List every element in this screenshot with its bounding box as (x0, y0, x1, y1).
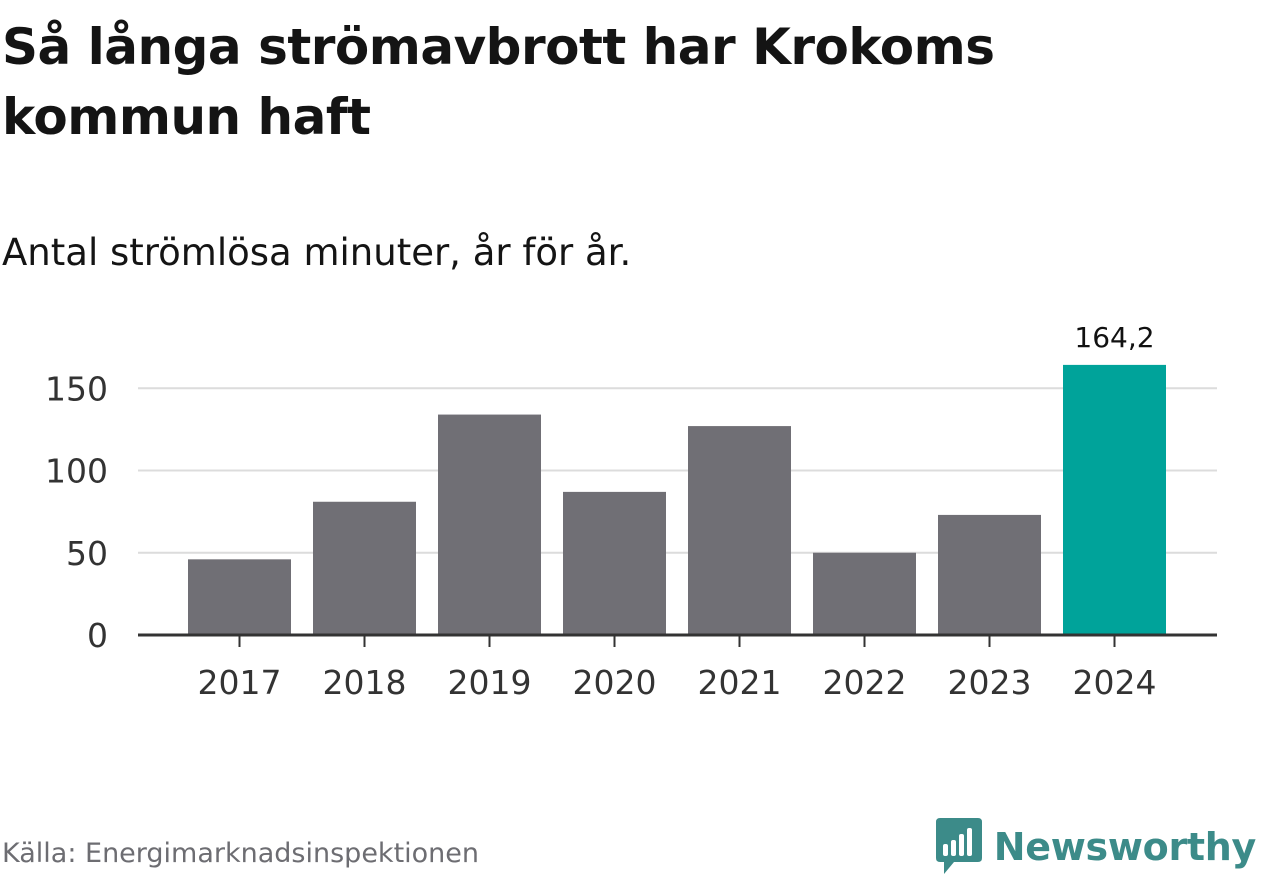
bar-2022 (813, 552, 916, 635)
source-note: Källa: Energimarknadsinspektionen (2, 838, 480, 869)
x-tick-label: 2022 (823, 663, 907, 702)
x-tick-label: 2020 (573, 663, 657, 702)
x-tick-label: 2019 (448, 663, 532, 702)
y-tick-label: 100 (45, 452, 108, 491)
y-tick-label: 150 (45, 369, 108, 408)
x-tick-label: 2023 (948, 663, 1032, 702)
bar-chart: 0 50 100 150 2017 2018 2019 2020 2021 2022 2023 202… (45, 321, 1217, 702)
chart-subtitle: Antal strömlösa minuter, år för år. (2, 231, 632, 274)
grid-lines (138, 387, 1217, 554)
x-tick-label: 2018 (323, 663, 407, 702)
x-tick-label: 2024 (1073, 663, 1157, 702)
brand-name: Newsworthy (993, 825, 1257, 869)
bar-2018 (313, 501, 416, 635)
x-tick-label: 2021 (698, 663, 782, 702)
newsworthy-logo-icon (935, 818, 982, 874)
y-tick-label: 50 (66, 534, 108, 573)
x-tick-label: 2017 (198, 663, 282, 702)
y-tick-label: 0 (87, 616, 108, 655)
chart-title: Så långa strömavbrott har Krokoms kommun… (2, 18, 995, 146)
bar-2023 (938, 514, 1041, 635)
axes (138, 633, 1217, 647)
data-label: 164,2 (1074, 321, 1154, 354)
bar-2019 (438, 414, 541, 635)
bar-2024 (1063, 364, 1166, 635)
bar-2021 (688, 426, 791, 635)
labels: 0 50 100 150 2017 2018 2019 2020 2021 2022 2023 202… (45, 321, 1156, 702)
bar-2017 (188, 559, 291, 635)
bars (188, 364, 1166, 635)
brand: Newsworthy (934, 816, 1256, 878)
bar-2020 (563, 491, 666, 635)
